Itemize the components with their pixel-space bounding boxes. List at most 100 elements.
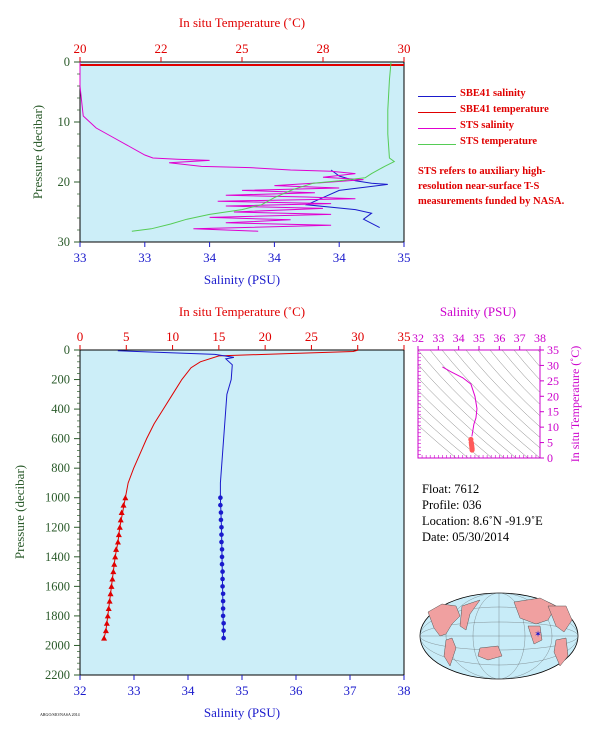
density-contour xyxy=(418,402,481,458)
legend-label: SBE41 temperature xyxy=(460,104,549,115)
density-contour xyxy=(501,350,540,393)
bottom-temp-triangle xyxy=(102,627,109,634)
bottom-temp-axis-title: In situ Temperature (˚C) xyxy=(179,304,305,319)
density-contour xyxy=(418,424,457,458)
bottom-pressure-tick-label: 1600 xyxy=(45,579,70,593)
bottom-salinity-dot xyxy=(219,539,224,545)
bottom-temp-triangle xyxy=(106,598,113,604)
top-series-group xyxy=(79,61,404,232)
bottom-series-group xyxy=(101,349,358,641)
bottom-salinity-dot xyxy=(220,576,225,582)
bottom-salinity-dot xyxy=(219,547,225,552)
legend-label: STS salinity xyxy=(460,120,514,131)
bottom-salinity-tick-label: 33 xyxy=(128,683,141,698)
bottom-plot-area xyxy=(79,349,405,676)
top-plot-area xyxy=(79,61,405,243)
top-salinity-tick-label: 33 xyxy=(74,250,87,265)
bottom-pressure-tick-label: 1400 xyxy=(45,550,70,564)
top-salinity-tick-label: 34 xyxy=(268,250,282,265)
density-contour xyxy=(525,350,540,368)
bottom-temp-triangle xyxy=(110,568,117,575)
profile-number: Profile: 036 xyxy=(422,498,482,512)
bottom-pressure-tick-label: 200 xyxy=(51,373,70,387)
bottom-temp-triangle xyxy=(105,605,112,612)
float-info: Float: 7612 Profile: 036 Location: 8.6˚N… xyxy=(422,481,543,545)
bottom-temp-triangle xyxy=(120,502,127,508)
bottom-temp-triangle xyxy=(115,531,122,538)
bottom-pressure-axis-title: Pressure (decibar) xyxy=(12,465,27,559)
legend-swatch xyxy=(418,144,456,145)
legend-item: SBE41 salinity xyxy=(418,88,588,104)
bottom-temp-tick-label: 0 xyxy=(77,329,84,344)
bottom-temp-triangle xyxy=(112,553,119,560)
ts-temp-tick-label: 25 xyxy=(547,374,559,388)
bottom-salinity-line xyxy=(117,350,234,639)
density-contour xyxy=(418,350,529,458)
density-contour xyxy=(513,350,540,381)
density-contour xyxy=(429,350,540,458)
legend-swatch xyxy=(418,96,456,97)
density-contour xyxy=(418,363,517,458)
density-contour xyxy=(418,377,505,458)
density-contour xyxy=(453,350,540,438)
top-legend: SBE41 salinity SBE41 temperature STS sal… xyxy=(418,88,588,152)
ts-contour-lines xyxy=(418,350,540,458)
bottom-temp-triangle xyxy=(103,620,110,626)
top-salinity-tick-label: 34 xyxy=(203,250,217,265)
ts-salinity-tick-label: 32 xyxy=(412,331,424,345)
top-temp-tick-label: 30 xyxy=(398,41,411,56)
top-salinity-tick-label: 34 xyxy=(333,250,347,265)
ts-salinity-tick-label: 33 xyxy=(432,331,444,345)
sts-note: STS refers to auxiliary high-resolution … xyxy=(418,166,565,207)
date: Date: 05/30/2014 xyxy=(422,530,510,544)
ts-salinity-axis-title: Salinity (PSU) xyxy=(440,304,516,319)
bottom-salinity-dot xyxy=(220,569,225,574)
bottom-temp-triangle xyxy=(108,583,115,589)
bottom-temp-triangle xyxy=(118,509,125,515)
bottom-salinity-dot xyxy=(221,635,226,641)
top-temp-tick-label: 25 xyxy=(236,41,249,56)
bottom-pressure-tick-label: 400 xyxy=(51,402,70,416)
bottom-profile-plot: 0 5 10 15 20 25 30 35 32 33 34 35 36 37 38 0 200 400 600 80… xyxy=(12,304,411,720)
ts-temp-tick-label: 5 xyxy=(547,436,553,450)
bottom-salinity-tick-label: 38 xyxy=(398,683,411,698)
bottom-pressure-tick-label: 2000 xyxy=(45,638,70,652)
world-map: ✶ xyxy=(419,592,579,680)
top-temp-tick-label: 22 xyxy=(155,41,168,56)
bottom-temp-triangle xyxy=(113,546,120,552)
legend-item: SBE41 temperature xyxy=(418,104,588,120)
ts-deep-point xyxy=(469,447,475,453)
ts-series-group xyxy=(442,366,478,453)
ts-salinity-tick-label: 38 xyxy=(534,331,546,345)
legend-item: STS temperature xyxy=(418,136,588,152)
ts-temp-tick-label: 35 xyxy=(547,343,559,357)
bottom-salinity-dot xyxy=(218,502,223,508)
bottom-temp-tick-label: 35 xyxy=(398,329,411,344)
top-pressure-tick-label: 10 xyxy=(58,115,71,129)
density-contour xyxy=(477,350,540,417)
top-pressure-axis-title: Pressure (decibar) xyxy=(30,105,45,199)
float-id: Float: 7612 xyxy=(422,482,480,496)
ts-salinity-tick-label: 36 xyxy=(493,331,505,345)
float-location-marker: ✶ xyxy=(534,629,542,639)
bottom-salinity-dot xyxy=(219,554,225,560)
bottom-temp-triangle xyxy=(107,590,114,597)
legend-swatch xyxy=(418,112,456,113)
bottom-salinity-dot xyxy=(218,517,224,523)
bottom-pressure-tick-label: 2200 xyxy=(45,668,70,682)
bottom-pressure-tick-label: 1000 xyxy=(45,491,70,505)
bottom-salinity-tick-label: 35 xyxy=(236,683,249,698)
bottom-salinity-dot xyxy=(221,620,226,626)
bottom-pressure-tick-label: 600 xyxy=(51,432,70,446)
bottom-salinity-tick-label: 36 xyxy=(290,683,304,698)
ts-temp-tick-label: 0 xyxy=(547,451,553,465)
bottom-temp-triangle xyxy=(122,494,129,501)
bottom-temp-tick-label: 30 xyxy=(351,329,364,344)
top-temp-tick-label: 28 xyxy=(317,41,330,56)
bottom-temp-triangle xyxy=(116,524,123,530)
ts-profile-line xyxy=(442,366,478,437)
